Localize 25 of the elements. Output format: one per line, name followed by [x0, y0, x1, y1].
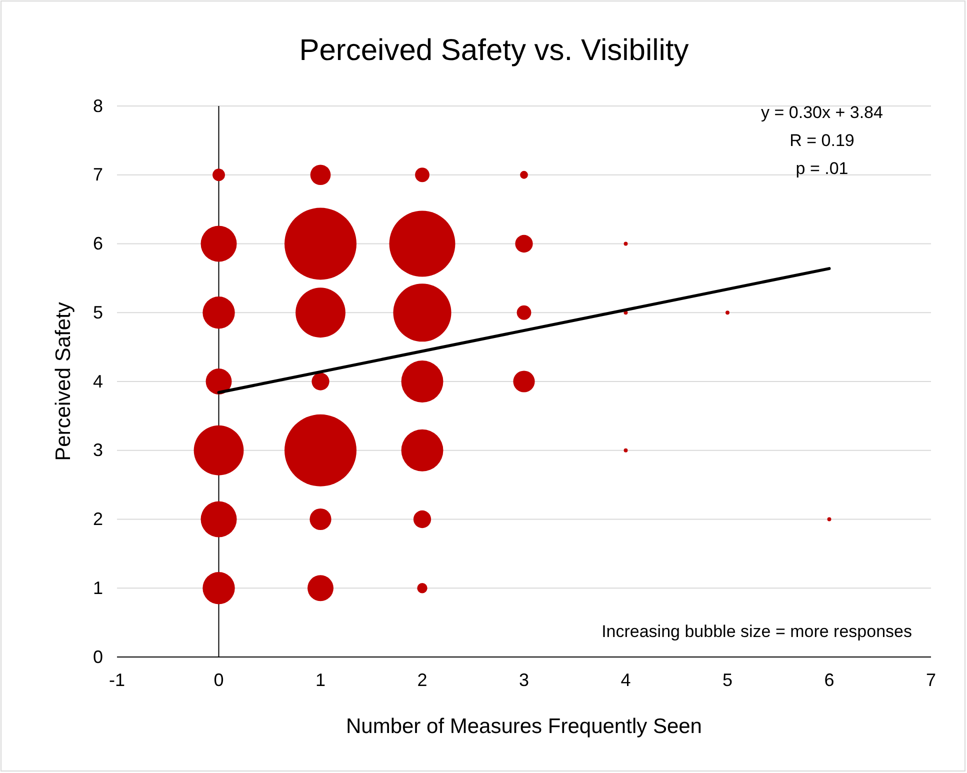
- x-axis-title: Number of Measures Frequently Seen: [346, 715, 702, 738]
- y-tick-label: 4: [92, 371, 103, 392]
- y-tick-label: 1: [92, 578, 103, 598]
- x-tick-label: 3: [518, 670, 530, 690]
- y-axis-title: Perceived Safety: [52, 302, 75, 461]
- x-tick-label: -1: [108, 670, 126, 690]
- annotation: R = 0.19: [790, 131, 854, 150]
- y-tick-label: 7: [92, 164, 103, 185]
- x-tick-label: 7: [926, 670, 936, 690]
- x-tick-label: 6: [824, 670, 834, 690]
- chart-title: Perceived Safety vs. Visibility: [299, 34, 689, 67]
- x-tick-label: 0: [214, 670, 224, 690]
- annotation: Increasing bubble size = more responses: [602, 622, 912, 641]
- x-tick-label: 1: [315, 670, 326, 690]
- y-tick-label: 5: [92, 302, 103, 322]
- x-tick-label: 2: [417, 670, 428, 690]
- y-tick-label: 3: [92, 440, 103, 460]
- y-tick-label: 2: [92, 509, 103, 530]
- annotation: y = 0.30x + 3.84: [761, 103, 883, 122]
- x-tick-label: 5: [722, 670, 733, 690]
- y-tick-label: 0: [92, 646, 103, 667]
- x-tick-label: 4: [620, 670, 631, 690]
- y-tick-label: 6: [92, 234, 103, 254]
- annotation: p = .01: [796, 159, 848, 178]
- y-tick-label: 8: [92, 96, 103, 116]
